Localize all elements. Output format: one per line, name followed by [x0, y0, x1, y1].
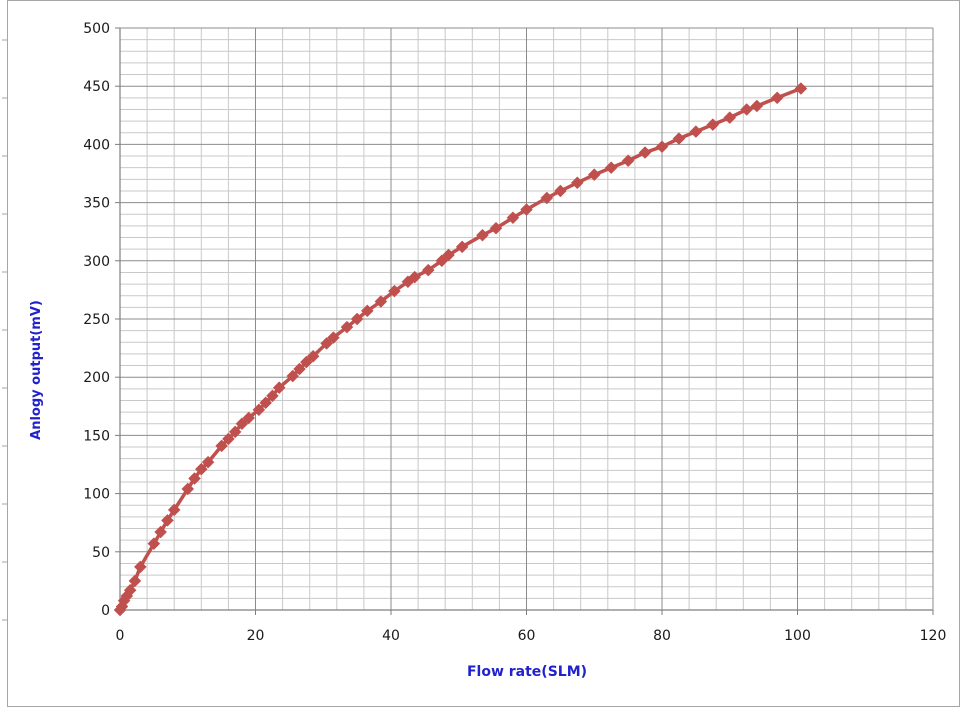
x-tick-label: 100 — [784, 628, 811, 644]
y-tick-label: 400 — [83, 137, 110, 153]
x-tick-label: 60 — [518, 628, 536, 644]
y-tick-label: 100 — [83, 487, 110, 503]
y-tick-label: 450 — [83, 79, 110, 95]
data-point — [154, 525, 168, 539]
data-point — [293, 362, 306, 376]
data-point — [706, 118, 720, 131]
data-point — [340, 320, 354, 334]
y-tick-label: 200 — [83, 370, 110, 386]
data-point — [147, 537, 161, 551]
data-point — [570, 176, 584, 190]
data-point — [421, 263, 435, 277]
data-point — [750, 99, 764, 113]
data-point — [306, 349, 320, 363]
x-tick-label: 20 — [247, 628, 265, 644]
data-point — [770, 91, 784, 105]
data-point — [506, 211, 520, 225]
data-point — [133, 560, 147, 574]
data-point — [228, 425, 242, 439]
data-point — [604, 161, 618, 175]
y-axis-label: Anlogy output(mV) — [29, 300, 44, 440]
axes — [115, 27, 934, 615]
data-point — [388, 284, 401, 298]
data-point — [194, 462, 208, 476]
data-point — [655, 140, 669, 154]
y-tick-label: 0 — [101, 603, 110, 619]
data-point — [128, 574, 142, 588]
data-point — [201, 455, 215, 469]
data-point — [689, 125, 703, 138]
data-point — [266, 389, 279, 403]
data-point — [554, 184, 567, 198]
data-point — [299, 355, 313, 369]
data-point — [360, 304, 374, 318]
data-point — [320, 337, 333, 350]
data-point — [161, 514, 174, 527]
data-point — [587, 168, 601, 182]
data-point — [435, 254, 449, 268]
data-point — [327, 331, 340, 344]
data-point — [242, 411, 256, 425]
data-point — [442, 248, 455, 262]
y-tick-label: 250 — [83, 312, 110, 328]
series-1 — [113, 82, 808, 617]
y-tick-labels: 0 50 100 150 200 250 300 350 400 450 500 — [83, 21, 110, 619]
y-tick-label: 150 — [83, 428, 110, 444]
data-point — [794, 82, 808, 95]
frame-left-ticks — [2, 39, 7, 621]
data-point — [489, 221, 503, 235]
data-point — [672, 132, 686, 145]
x-axis-label: Flow rate(SLM) — [467, 664, 587, 680]
x-tick-label: 80 — [653, 628, 671, 644]
data-point — [374, 295, 388, 308]
data-point — [259, 396, 273, 410]
x-tick-label: 0 — [116, 628, 125, 644]
x-tick-label: 120 — [920, 628, 947, 644]
data-point — [181, 482, 195, 496]
y-tick-label: 50 — [92, 545, 110, 561]
data-point — [235, 417, 249, 431]
data-point — [252, 403, 266, 417]
data-point — [272, 381, 286, 395]
data-point — [740, 103, 754, 116]
y-tick-label: 300 — [83, 254, 110, 270]
data-point — [723, 111, 737, 124]
data-point — [455, 240, 469, 254]
data-point — [188, 472, 201, 485]
data-point — [167, 503, 181, 517]
data-point — [123, 583, 137, 597]
data-point — [350, 312, 364, 326]
data-point — [286, 369, 300, 383]
y-tick-label: 500 — [83, 21, 110, 37]
data-point — [540, 191, 554, 205]
data-point — [520, 203, 533, 216]
y-tick-label: 350 — [83, 196, 110, 212]
data-point — [222, 432, 235, 446]
data-point — [215, 439, 228, 453]
data-point — [621, 154, 635, 168]
data-point — [408, 270, 422, 284]
data-point — [476, 228, 489, 242]
data-point — [638, 146, 652, 159]
x-tick-labels: 0 20 40 60 80 100 120 — [116, 628, 947, 644]
x-tick-label: 40 — [382, 628, 400, 644]
